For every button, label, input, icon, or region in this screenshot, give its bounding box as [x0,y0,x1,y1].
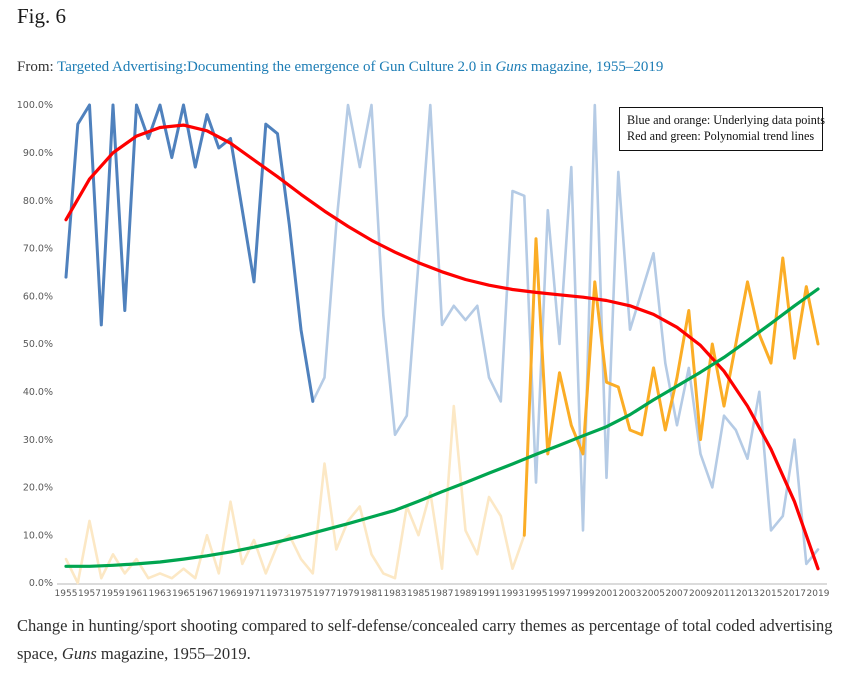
y-axis-tick-label: 80.0% [23,196,53,207]
x-axis-tick-label: 1971 [243,589,266,599]
x-axis-tick-label: 1995 [525,589,548,599]
x-axis-tick-label: 1957 [78,589,101,599]
self-defense-data-faded-line [64,404,526,585]
x-axis-tick-label: 2019 [807,589,830,599]
legend-box: Blue and orange: Underlying data points … [619,107,825,151]
hunting-sport-data-line [64,103,315,403]
article-title-part2: magazine, 1955–2019 [527,59,664,75]
caption-part2: magazine, 1955–2019. [96,644,251,664]
chart: 0.0% 10.0% 20.0% 30.0% 40.0% 50.0% 60.0% 70.0% 8… [0,90,843,610]
x-axis-tick-label: 1973 [266,589,289,599]
article-title-part1: Targeted Advertising:Documenting the eme… [57,59,496,75]
x-axis-tick-label: 2001 [595,589,618,599]
hunting-sport-data-faded-line [311,103,820,566]
y-axis-tick-label: 0.0% [29,578,53,589]
x-axis-tick-label: 1987 [431,589,454,599]
x-axis-tick-label: 1979 [337,589,360,599]
y-axis-tick-label: 90.0% [23,148,53,159]
x-axis-tick-label: 1961 [125,589,148,599]
figure-label: Fig. 6 [17,4,67,28]
y-axis-tick-label: 70.0% [23,244,53,255]
from-prefix: From: [17,59,58,75]
self-defense-data-line [522,237,820,537]
x-axis-tick-label: 1975 [290,589,313,599]
caption-italic: Guns [61,644,97,664]
x-axis-tick-label: 1997 [548,589,571,599]
figure-caption: Change in hunting/sport shooting compare… [17,612,835,668]
article-title-italic: Guns [495,59,528,75]
x-axis-tick-label: 2003 [619,589,642,599]
x-axis-tick-label: 2009 [689,589,712,599]
x-axis-tick-label: 2011 [713,589,736,599]
x-axis-tick-label: 1999 [572,589,595,599]
y-axis-tick-label: 10.0% [23,530,53,541]
legend-line-data-points: Blue and orange: Underlying data points [627,113,825,127]
x-axis-tick-label: 1985 [407,589,430,599]
y-axis-tick-label: 40.0% [23,387,53,398]
x-axis-tick-label: 2017 [783,589,806,599]
figure-source-line: From: Targeted Advertising:Documenting t… [17,59,663,76]
x-axis-tick-label: 1967 [196,589,219,599]
x-axis-tick-label: 1977 [313,589,336,599]
x-axis-tick-label: 2013 [736,589,759,599]
x-axis-tick-label: 2005 [642,589,665,599]
self-defense-trend-line [64,287,820,568]
x-axis-tick-label: 1955 [55,589,78,599]
chart-canvas: 0.0% 10.0% 20.0% 30.0% 40.0% 50.0% 60.0% 70.0% 8… [17,100,830,599]
y-axis-tick-label: 30.0% [23,435,53,446]
x-axis-tick-label: 1991 [478,589,501,599]
x-axis-tick-label: 1983 [384,589,407,599]
hunting-sport-trend-line [64,123,820,571]
x-axis-tick-label: 2007 [666,589,689,599]
x-axis-tick-label: 2015 [760,589,783,599]
x-axis-tick-label: 1963 [149,589,172,599]
y-axis-tick-label: 100.0% [17,100,53,111]
x-axis-tick-label: 1959 [102,589,125,599]
x-axis-tick-label: 1993 [501,589,524,599]
x-axis-tick-label: 1965 [172,589,195,599]
x-axis-tick-label: 1981 [360,589,383,599]
y-axis-tick-label: 20.0% [23,483,53,494]
article-title-link[interactable]: Targeted Advertising:Documenting the eme… [57,59,663,75]
x-axis-tick-label: 1969 [219,589,242,599]
y-axis-tick-label: 50.0% [23,339,53,350]
caption-part1: Change in hunting/sport shooting compare… [17,616,833,664]
y-axis-tick-label: 60.0% [23,291,53,302]
legend-line-trend-lines: Red and green: Polynomial trend lines [627,129,815,144]
x-axis-tick-label: 1989 [454,589,477,599]
